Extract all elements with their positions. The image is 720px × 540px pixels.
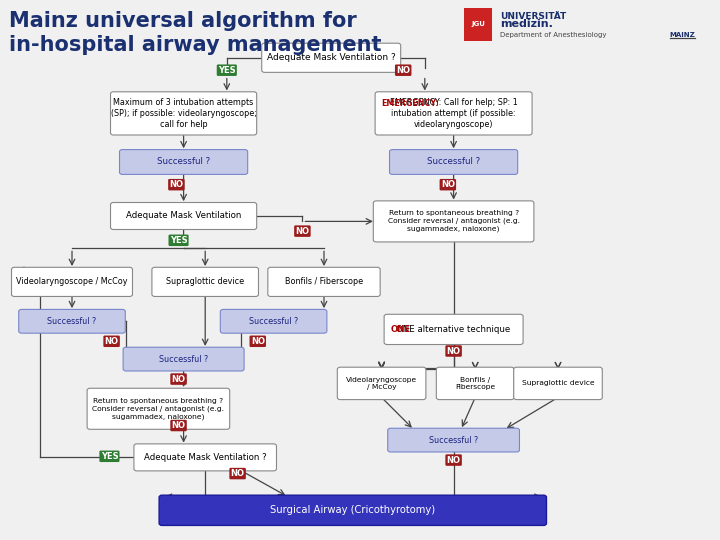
- FancyBboxPatch shape: [262, 43, 400, 72]
- Text: NO: NO: [396, 66, 410, 75]
- Text: JGU: JGU: [471, 21, 485, 28]
- FancyBboxPatch shape: [384, 314, 523, 345]
- FancyBboxPatch shape: [19, 309, 125, 333]
- Text: Bonfils /
Fiberscope: Bonfils / Fiberscope: [455, 377, 495, 390]
- Text: in-hospital airway management: in-hospital airway management: [9, 35, 381, 55]
- Text: Bonfils / Fiberscope: Bonfils / Fiberscope: [285, 278, 363, 286]
- Text: NO: NO: [251, 337, 265, 346]
- Text: Return to spontaneous breathing ?
Consider reversal / antagonist (e.g.
sugammade: Return to spontaneous breathing ? Consid…: [92, 398, 225, 420]
- FancyBboxPatch shape: [111, 92, 257, 135]
- FancyBboxPatch shape: [268, 267, 380, 296]
- Text: Return to spontaneous breathing ?
Consider reversal / antagonist (e.g.
sugammade: Return to spontaneous breathing ? Consid…: [387, 211, 520, 232]
- Text: EMERGENCY:: EMERGENCY:: [382, 99, 439, 108]
- Text: Supraglottic device: Supraglottic device: [522, 380, 594, 387]
- Text: ONE alternative technique: ONE alternative technique: [397, 325, 510, 334]
- Text: Successful ?: Successful ?: [159, 355, 208, 363]
- FancyBboxPatch shape: [375, 92, 532, 135]
- Text: UNIVERSITÄT: UNIVERSITÄT: [500, 12, 566, 21]
- FancyBboxPatch shape: [111, 202, 257, 230]
- Text: ONE: ONE: [390, 325, 410, 334]
- Text: Successful ?: Successful ?: [427, 158, 480, 166]
- Text: YES: YES: [218, 66, 235, 75]
- FancyBboxPatch shape: [464, 8, 492, 40]
- FancyBboxPatch shape: [436, 367, 514, 400]
- Text: NO: NO: [230, 469, 245, 478]
- Text: YES: YES: [170, 236, 187, 245]
- FancyBboxPatch shape: [87, 388, 230, 429]
- Text: MAINZ: MAINZ: [670, 32, 696, 38]
- FancyBboxPatch shape: [387, 428, 520, 452]
- Text: NO: NO: [104, 337, 119, 346]
- Text: Adequate Mask Ventilation: Adequate Mask Ventilation: [126, 212, 241, 220]
- FancyBboxPatch shape: [514, 367, 602, 400]
- Text: Videolaryngoscope / McCoy: Videolaryngoscope / McCoy: [17, 278, 127, 286]
- Text: Department of Anesthesiology: Department of Anesthesiology: [500, 32, 606, 38]
- Text: Successful ?: Successful ?: [48, 317, 96, 326]
- FancyBboxPatch shape: [134, 444, 276, 471]
- FancyBboxPatch shape: [120, 150, 248, 174]
- Text: Successful ?: Successful ?: [249, 317, 298, 326]
- Text: NO: NO: [441, 180, 455, 189]
- Text: Maximum of 3 intubation attempts
(SP); if possible: videolaryngoscope;
call for : Maximum of 3 intubation attempts (SP); i…: [111, 98, 256, 129]
- Text: Successful ?: Successful ?: [157, 158, 210, 166]
- FancyBboxPatch shape: [390, 150, 518, 174]
- Text: Supraglottic device: Supraglottic device: [166, 278, 244, 286]
- FancyBboxPatch shape: [373, 201, 534, 242]
- Text: Surgical Airway (Cricothyrotomy): Surgical Airway (Cricothyrotomy): [270, 505, 436, 515]
- FancyBboxPatch shape: [337, 367, 426, 400]
- Text: Videolaryngoscope
/ McCoy: Videolaryngoscope / McCoy: [346, 377, 417, 390]
- Text: Adequate Mask Ventilation ?: Adequate Mask Ventilation ?: [144, 453, 266, 462]
- Text: NO: NO: [171, 375, 186, 383]
- Text: NO: NO: [169, 180, 184, 189]
- Text: NO: NO: [171, 421, 186, 430]
- Text: Successful ?: Successful ?: [429, 436, 478, 444]
- Text: EMERGENCY: Call for help; SP: 1
intubation attempt (if possible:
videolaryngosco: EMERGENCY: Call for help; SP: 1 intubati…: [390, 98, 518, 129]
- FancyBboxPatch shape: [123, 347, 244, 371]
- Text: Mainz universal algorithm for: Mainz universal algorithm for: [9, 11, 356, 31]
- FancyBboxPatch shape: [152, 267, 258, 296]
- Text: NO: NO: [295, 227, 310, 235]
- Text: YES: YES: [101, 452, 118, 461]
- FancyBboxPatch shape: [220, 309, 327, 333]
- Text: NO: NO: [446, 456, 461, 464]
- Text: medizin.: medizin.: [500, 19, 552, 29]
- Text: Adequate Mask Ventilation ?: Adequate Mask Ventilation ?: [267, 53, 395, 62]
- Text: NO: NO: [446, 347, 461, 355]
- FancyBboxPatch shape: [159, 495, 546, 525]
- FancyBboxPatch shape: [12, 267, 132, 296]
